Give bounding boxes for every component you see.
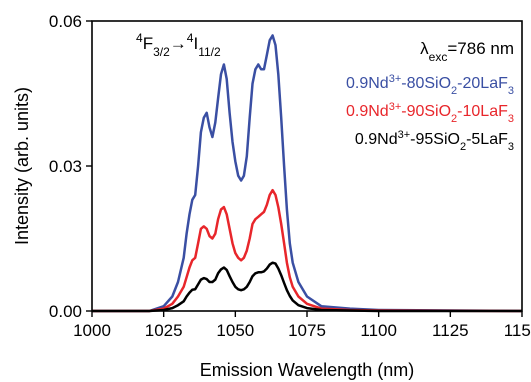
series-layer [92, 34, 523, 313]
y-tick-label: 0.03 [49, 157, 82, 176]
legend: 0.9Nd3+-80SiO2-20LaF3 0.9Nd3+-90SiO2-10L… [346, 73, 514, 153]
excitation-sub: exc [429, 50, 448, 64]
x-tick-label: 1100 [360, 321, 397, 340]
legend-sub: 3 [508, 141, 514, 153]
legend-entry-80sio2: 0.9Nd3+-80SiO2-20LaF3 [346, 73, 514, 97]
transition-sub-2: 11/2 [198, 45, 221, 59]
transition-sub-1: 3/2 [153, 45, 170, 59]
transition-sup-2: 4 [187, 31, 194, 45]
transition-annotation: 4F3/2→4I11/2 [136, 31, 221, 59]
legend-part: -20LaF [457, 75, 508, 92]
transition-term-2: I [193, 34, 198, 53]
series-line-1 [92, 188, 523, 313]
legend-part: -90SiO [401, 103, 451, 120]
legend-part: -95SiO [410, 131, 460, 148]
legend-part: -80SiO [401, 75, 451, 92]
legend-part: -5LaF [466, 131, 508, 148]
series-line-0 [92, 34, 523, 313]
legend-part: -10LaF [457, 103, 508, 120]
excitation-lambda: λ [420, 39, 429, 58]
legend-sup: 3+ [389, 101, 402, 113]
transition-sup-1: 4 [136, 31, 143, 45]
legend-entry-95sio2: 0.9Nd3+-95SiO2-5LaF3 [355, 129, 514, 153]
legend-part: 0.9Nd [355, 131, 398, 148]
series-line-2 [92, 261, 522, 313]
transition-term-1: F [143, 34, 153, 53]
legend-sub: 2 [451, 113, 457, 125]
excitation-value: =786 nm [447, 39, 514, 58]
y-axis-title: Intensity (arb. units) [12, 87, 32, 245]
excitation-annotation: λexc=786 nm [420, 39, 514, 64]
legend-entry-90sio2: 0.9Nd3+-90SiO2-10LaF3 [346, 101, 514, 125]
transition-arrow: → [170, 34, 187, 53]
x-tick-label: 1125 [432, 321, 469, 340]
legend-part: 0.9Nd [346, 75, 389, 92]
legend-sub: 3 [508, 85, 514, 97]
y-tick-label: 0.00 [49, 302, 82, 321]
legend-sub: 3 [508, 113, 514, 125]
x-axis-title: Emission Wavelength (nm) [200, 360, 414, 380]
x-tick-label: 1000 [73, 321, 111, 340]
legend-sub: 2 [460, 141, 466, 153]
legend-sub: 2 [451, 85, 457, 97]
x-tick-label: 1025 [145, 321, 183, 340]
y-tick-label: 0.06 [49, 12, 82, 31]
x-tick-label: 1075 [288, 321, 326, 340]
x-tick-label: 1050 [216, 321, 254, 340]
legend-sup: 3+ [389, 73, 402, 85]
legend-sup: 3+ [398, 129, 411, 141]
legend-part: 0.9Nd [346, 103, 389, 120]
